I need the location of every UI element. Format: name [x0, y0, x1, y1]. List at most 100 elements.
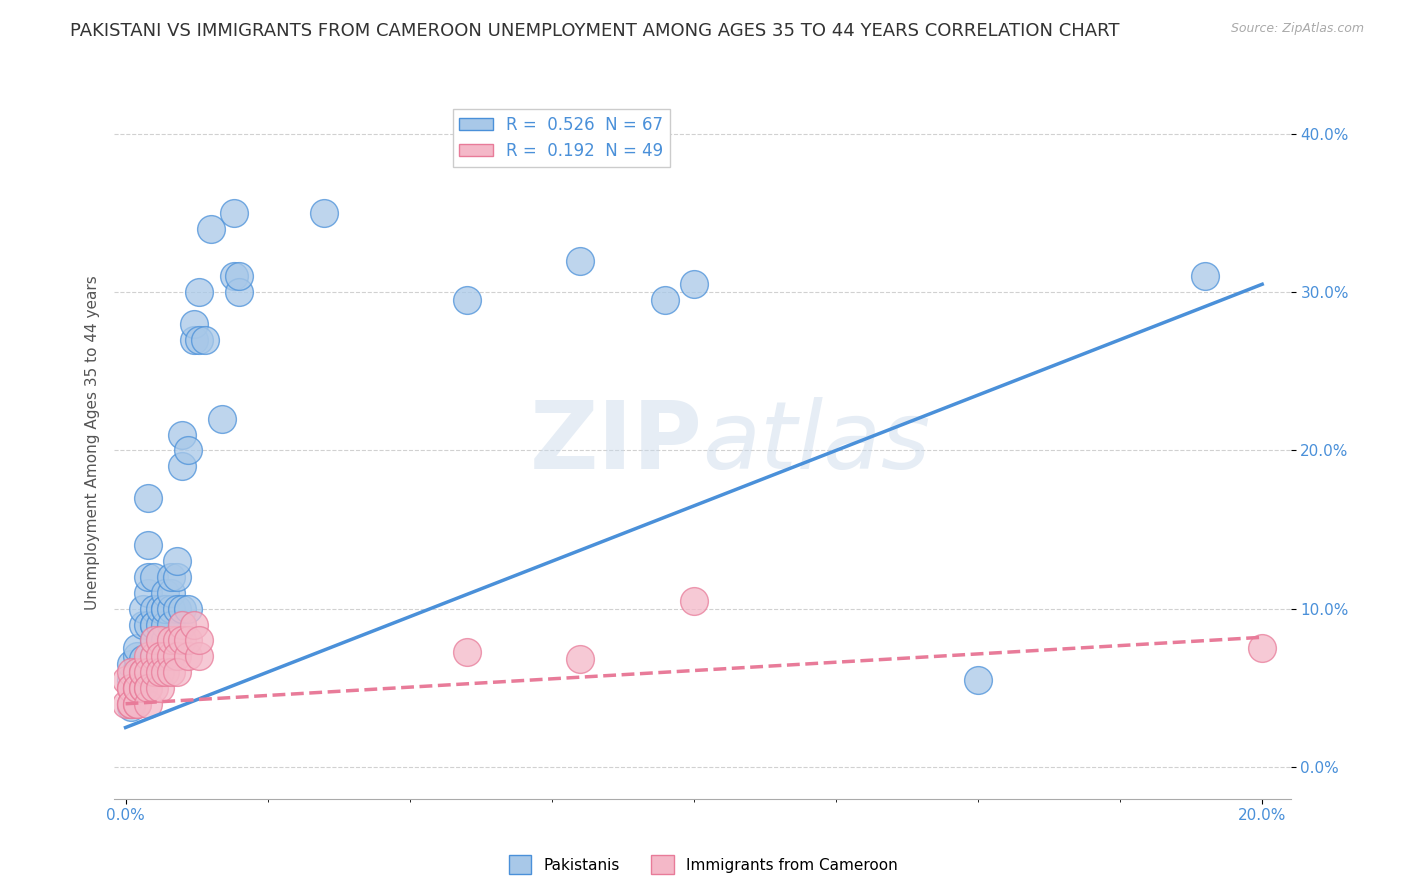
Point [125, 673, 148, 687]
Point [149, 601, 172, 615]
Point [131, 681, 153, 695]
Point [314, 206, 336, 220]
Point [143, 649, 166, 664]
Point [683, 277, 706, 292]
Point [166, 570, 188, 584]
Point [177, 601, 200, 615]
Point [131, 665, 153, 679]
Point [188, 285, 211, 300]
Point [131, 681, 153, 695]
Point [155, 665, 177, 679]
Point [166, 554, 188, 568]
Y-axis label: Unemployment Among Ages 35 to 44 years: Unemployment Among Ages 35 to 44 years [86, 276, 100, 610]
Point [166, 665, 188, 679]
Point [131, 665, 153, 679]
Point [143, 617, 166, 632]
Point [683, 594, 706, 608]
Point [155, 586, 177, 600]
Point [131, 665, 153, 679]
Point [125, 681, 148, 695]
Point [125, 641, 148, 656]
Point [125, 697, 148, 711]
Point [160, 617, 183, 632]
Point [131, 652, 153, 666]
Point [228, 269, 250, 284]
Point [177, 443, 200, 458]
Text: atlas: atlas [703, 397, 931, 488]
Point [136, 681, 159, 695]
Point [120, 673, 142, 687]
Point [654, 293, 676, 307]
Point [172, 427, 194, 442]
Point [177, 633, 200, 648]
Point [456, 644, 478, 658]
Point [211, 412, 233, 426]
Point [136, 649, 159, 664]
Point [160, 570, 183, 584]
Point [194, 333, 217, 347]
Point [183, 617, 205, 632]
Text: Source: ZipAtlas.com: Source: ZipAtlas.com [1230, 22, 1364, 36]
Point [155, 633, 177, 648]
Point [172, 601, 194, 615]
Point [131, 617, 153, 632]
Point [136, 697, 159, 711]
Point [155, 601, 177, 615]
Point [166, 649, 188, 664]
Text: PAKISTANI VS IMMIGRANTS FROM CAMEROON UNEMPLOYMENT AMONG AGES 35 TO 44 YEARS COR: PAKISTANI VS IMMIGRANTS FROM CAMEROON UN… [70, 22, 1119, 40]
Point [120, 697, 142, 711]
Point [160, 649, 183, 664]
Point [149, 681, 172, 695]
Text: ZIP: ZIP [530, 397, 703, 489]
Point [143, 617, 166, 632]
Point [160, 665, 183, 679]
Point [149, 617, 172, 632]
Point [131, 601, 153, 615]
Point [120, 665, 142, 679]
Point [166, 601, 188, 615]
Point [125, 681, 148, 695]
Point [166, 633, 188, 648]
Point [149, 649, 172, 664]
Point [155, 617, 177, 632]
Point [136, 539, 159, 553]
Point [228, 285, 250, 300]
Point [114, 673, 136, 687]
Point [160, 586, 183, 600]
Point [149, 633, 172, 648]
Point [155, 601, 177, 615]
Point [569, 253, 592, 268]
Point [143, 665, 166, 679]
Point [120, 681, 142, 695]
Point [120, 697, 142, 711]
Point [136, 491, 159, 505]
Point [143, 649, 166, 664]
Point [125, 649, 148, 664]
Point [155, 649, 177, 664]
Point [131, 681, 153, 695]
Point [177, 649, 200, 664]
Point [172, 633, 194, 648]
Point [136, 617, 159, 632]
Point [125, 681, 148, 695]
Point [1251, 641, 1274, 656]
Point [183, 333, 205, 347]
Point [136, 665, 159, 679]
Point [125, 668, 148, 682]
Point [143, 601, 166, 615]
Point [188, 333, 211, 347]
Legend: R =  0.526  N = 67, R =  0.192  N = 49: R = 0.526 N = 67, R = 0.192 N = 49 [453, 109, 669, 167]
Point [172, 617, 194, 632]
Point [136, 570, 159, 584]
Point [222, 206, 245, 220]
Point [131, 673, 153, 687]
Point [114, 697, 136, 711]
Point [125, 662, 148, 676]
Point [136, 681, 159, 695]
Point [456, 293, 478, 307]
Point [172, 459, 194, 474]
Point [183, 317, 205, 331]
Point [143, 570, 166, 584]
Point [125, 697, 148, 711]
Point [967, 673, 990, 687]
